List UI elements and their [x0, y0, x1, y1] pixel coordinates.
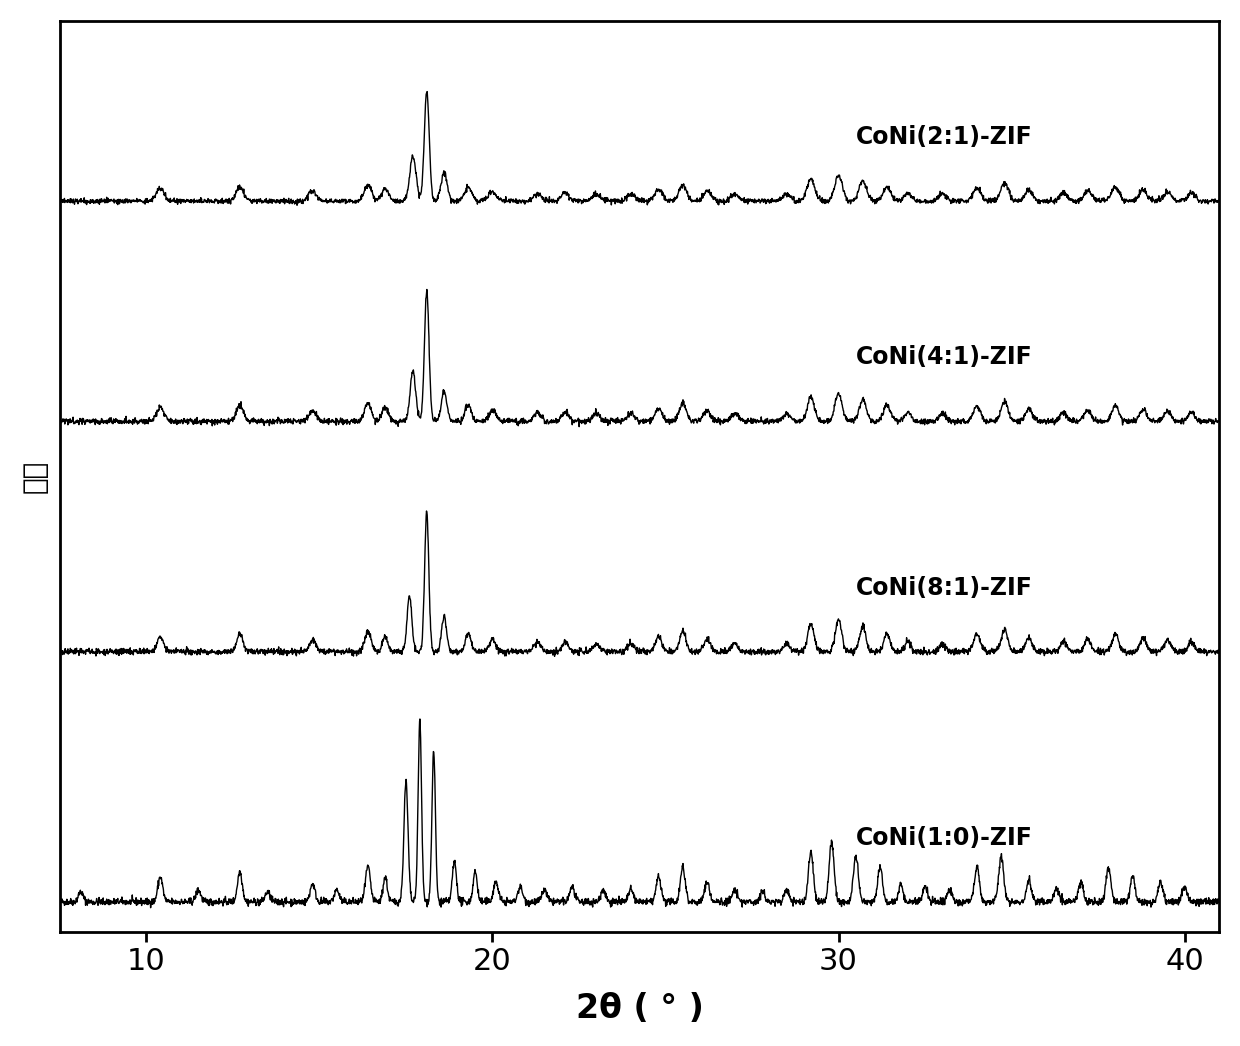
X-axis label: 2θ ( ° ): 2θ ( ° )	[575, 993, 703, 1025]
Text: CoNi(4:1)-ZIF: CoNi(4:1)-ZIF	[856, 345, 1033, 369]
Text: CoNi(2:1)-ZIF: CoNi(2:1)-ZIF	[856, 124, 1033, 149]
Text: CoNi(8:1)-ZIF: CoNi(8:1)-ZIF	[856, 575, 1033, 599]
Y-axis label: 强度: 强度	[21, 460, 48, 493]
Text: CoNi(1:0)-ZIF: CoNi(1:0)-ZIF	[856, 826, 1033, 849]
